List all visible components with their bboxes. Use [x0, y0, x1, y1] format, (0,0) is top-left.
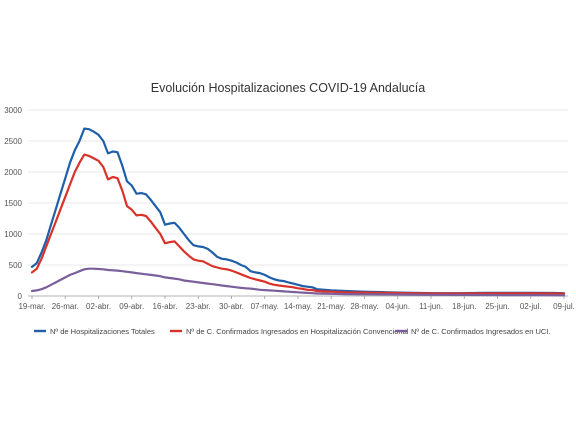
x-tick-label: 30-abr. [219, 302, 244, 311]
y-tick-label: 2000 [4, 168, 22, 177]
y-tick-label: 3000 [4, 106, 22, 115]
chart-title: Evolución Hospitalizaciones COVID-19 And… [151, 81, 425, 95]
y-tick-label: 1500 [4, 199, 22, 208]
x-tick-label: 02-jul. [520, 302, 542, 311]
x-tick-label: 23-abr. [186, 302, 211, 311]
x-tick-label: 02-abr. [86, 302, 111, 311]
series-line-1 [30, 127, 566, 295]
legend: Nº de Hospitalizaciones Totales Nº de C. … [34, 327, 550, 336]
x-tick-label: 11-jun. [419, 302, 443, 311]
series-line-2 [30, 153, 566, 295]
legend-label: Nº de C. Confirmados Ingresados en Hospi… [186, 327, 409, 336]
grid [28, 109, 568, 297]
y-axis: 0 500 1000 1500 2000 2500 3000 [4, 106, 22, 301]
x-tick-label: 07-may. [251, 302, 279, 311]
series-line-3 [30, 267, 566, 297]
x-tick-label: 19-mar. [18, 302, 45, 311]
x-tick-label: 18-jun. [452, 302, 476, 311]
x-tick-label: 16-abr. [153, 302, 178, 311]
y-tick-label: 500 [9, 261, 23, 270]
legend-label: Nº de C. Confirmados Ingresados en UCI. [411, 327, 550, 336]
x-tick-label: 04-jun. [386, 302, 410, 311]
legend-label: Nº de Hospitalizaciones Totales [50, 327, 155, 336]
x-tick-label: 14-may. [284, 302, 312, 311]
x-tick-label: 26-mar. [52, 302, 79, 311]
x-tick-label: 25-jun. [485, 302, 509, 311]
y-tick-label: 0 [18, 292, 23, 301]
y-tick-label: 2500 [4, 137, 22, 146]
x-axis: 19-mar. 26-mar. 02-abr. 09-abr. 16-abr. 23-ab… [18, 296, 575, 311]
x-tick-label: 09-jul. [553, 302, 575, 311]
y-tick-label: 1000 [4, 230, 22, 239]
series-group [30, 127, 566, 297]
x-tick-label: 09-abr. [119, 302, 144, 311]
x-tick-label: 21-may. [317, 302, 345, 311]
x-tick-label: 28-may. [350, 302, 378, 311]
